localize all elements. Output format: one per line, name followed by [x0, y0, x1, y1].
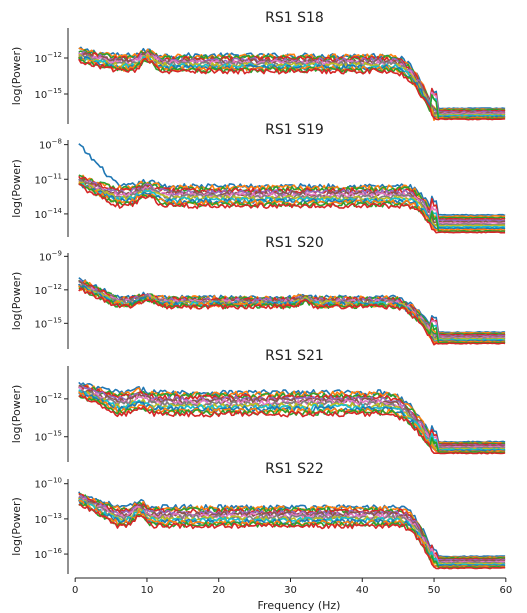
channel-trace: [78, 180, 506, 227]
x-tick-label: 40: [356, 585, 369, 596]
channel-trace: [78, 56, 506, 118]
channel-trace: [78, 279, 506, 335]
y-tick-label: 10−12: [34, 51, 62, 65]
x-axis-label: Frequency (Hz): [258, 599, 341, 612]
channel-trace: [78, 286, 506, 344]
channel-trace: [78, 279, 506, 336]
y-axis-label: log(Power): [10, 47, 23, 106]
y-tick-label: 10−8: [39, 138, 62, 152]
y-axis-label: log(Power): [10, 159, 23, 218]
channel-trace: [78, 279, 506, 337]
y-tick-label: 10−15: [34, 316, 62, 330]
channel-trace: [78, 503, 506, 570]
x-tick-label: 20: [212, 585, 225, 596]
x-tick-label: 50: [428, 585, 441, 596]
channel-trace: [78, 395, 506, 454]
y-tick-label: 10−10: [34, 477, 62, 491]
y-tick-label: 10−13: [34, 512, 62, 526]
x-tick-label: 10: [141, 585, 154, 596]
y-axis-label: log(Power): [10, 385, 23, 444]
panel-title: RS1 S20: [265, 235, 324, 251]
panel-3: RS1 S20 log(Power) 10−9 10−12 10−15: [10, 235, 506, 349]
channel-trace: [78, 287, 506, 346]
y-tick-label: 10−15: [34, 87, 62, 101]
panel-5: RS1 S22 log(Power) 10−10 10−13 10−16: [10, 461, 506, 574]
x-tick-label: 30: [284, 585, 297, 596]
panel-4: RS1 S21 log(Power) 10−12 10−15: [10, 348, 506, 462]
channel-trace: [78, 182, 506, 230]
panel-2: RS1 S19 log(Power) 10−8 10−11 10−14: [10, 122, 506, 237]
channel-trace: [78, 280, 506, 337]
panel-title: RS1 S18: [265, 10, 324, 26]
channel-trace: [78, 283, 506, 339]
x-axis: 0 10 20 30 40 50 60: [72, 577, 512, 596]
x-tick-label: 0: [72, 585, 78, 596]
channel-trace: [78, 143, 506, 217]
panel-1: RS1 S18 log(Power) 10−12 10−15: [10, 10, 506, 124]
y-tick-label: 10−11: [34, 172, 62, 186]
channel-trace: [78, 497, 506, 564]
y-axis-label: log(Power): [10, 497, 23, 556]
y-tick-label: 10−12: [34, 392, 62, 406]
channel-trace: [78, 502, 506, 569]
x-tick-label: 60: [499, 585, 512, 596]
y-tick-label: 10−15: [34, 430, 62, 444]
panel-title: RS1 S22: [265, 461, 324, 477]
channel-trace: [78, 280, 506, 339]
channel-trace: [78, 497, 506, 564]
y-tick-label: 10−14: [34, 207, 62, 221]
y-tick-label: 10−16: [34, 547, 62, 561]
panel-title: RS1 S19: [265, 122, 324, 138]
channel-trace: [78, 391, 506, 453]
y-tick-label: 10−9: [39, 249, 62, 263]
y-tick-label: 10−12: [34, 283, 62, 297]
channel-trace: [78, 183, 506, 234]
channel-trace: [78, 394, 506, 455]
channel-trace: [78, 182, 506, 229]
channel-trace: [78, 57, 506, 121]
y-axis-label: log(Power): [10, 272, 23, 331]
panel-title: RS1 S21: [265, 348, 324, 364]
panels: RS1 S18 log(Power) 10−12 10−15 RS1 S19 log(Po…: [10, 10, 506, 574]
